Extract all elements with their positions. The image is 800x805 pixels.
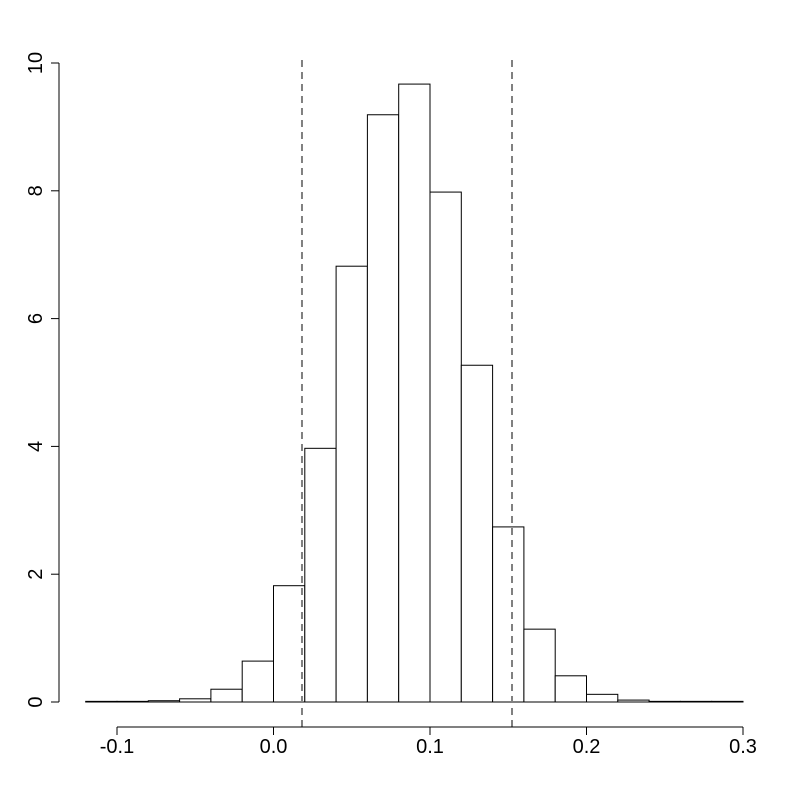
bar — [335, 265, 368, 703]
y-tick-label: 10 — [25, 52, 47, 74]
bar — [398, 83, 431, 703]
x-tick-label: 0.0 — [260, 736, 288, 758]
bar — [179, 698, 212, 703]
y-tick-label: 6 — [25, 313, 47, 324]
bar — [523, 628, 556, 703]
bar — [586, 693, 619, 703]
bar — [147, 700, 181, 703]
bar — [429, 191, 462, 703]
bar — [648, 700, 681, 703]
y-tick-label: 8 — [25, 185, 47, 196]
bar — [711, 700, 744, 703]
bar — [210, 688, 243, 703]
y-tick-label: 4 — [25, 441, 47, 452]
y-tick-label: 2 — [25, 569, 47, 580]
bar — [241, 660, 274, 703]
x-tick-label: 0.2 — [573, 736, 601, 758]
bar — [617, 699, 650, 703]
x-tick-label: -0.1 — [100, 736, 134, 758]
bar — [85, 700, 118, 703]
x-tick-label: 0.1 — [416, 736, 444, 758]
bar — [366, 114, 400, 703]
bar — [492, 526, 525, 703]
y-tick-label: 0 — [25, 696, 47, 707]
bar — [679, 700, 713, 703]
bar — [116, 700, 149, 703]
bar — [304, 447, 337, 703]
bar — [554, 675, 588, 703]
bar — [273, 585, 306, 703]
x-tick-label: 0.3 — [729, 736, 757, 758]
bar — [460, 364, 494, 703]
